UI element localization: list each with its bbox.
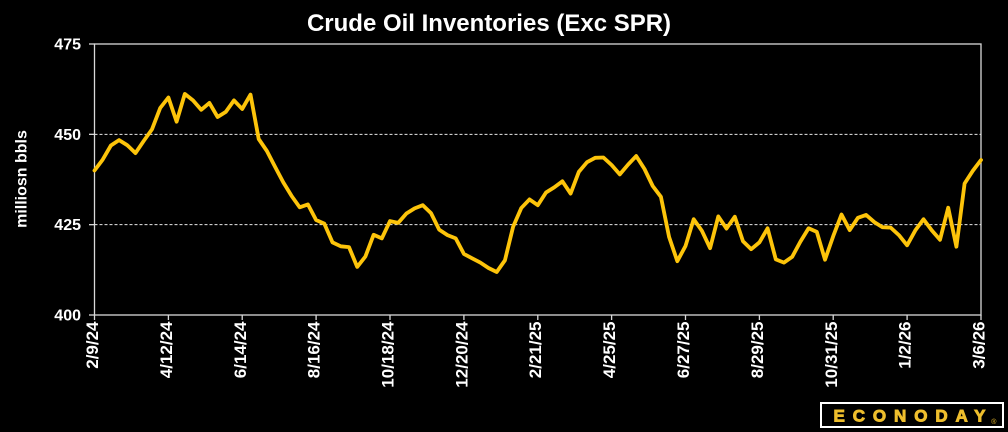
svg-text:475: 475 (54, 37, 81, 54)
svg-text:1/2/26: 1/2/26 (896, 322, 915, 369)
svg-text:®: ® (991, 418, 997, 426)
svg-text:2/21/25: 2/21/25 (526, 322, 545, 379)
svg-text:ECONODAY: ECONODAY (834, 407, 994, 426)
svg-text:4/12/24: 4/12/24 (157, 321, 176, 378)
svg-text:8/29/25: 8/29/25 (748, 322, 767, 379)
svg-text:10/18/24: 10/18/24 (379, 321, 398, 388)
svg-text:4/25/25: 4/25/25 (600, 322, 619, 379)
svg-text:2/9/24: 2/9/24 (83, 321, 102, 369)
svg-text:400: 400 (54, 308, 81, 325)
svg-text:Crude Oil Inventories (Exc SPR: Crude Oil Inventories (Exc SPR) (307, 10, 671, 37)
svg-text:10/31/25: 10/31/25 (822, 322, 841, 388)
svg-text:6/27/25: 6/27/25 (674, 322, 693, 379)
svg-text:milliosn bbls: milliosn bbls (14, 130, 31, 228)
svg-text:12/20/24: 12/20/24 (452, 321, 471, 388)
svg-text:6/14/24: 6/14/24 (231, 321, 250, 378)
svg-text:3/6/26: 3/6/26 (970, 322, 989, 369)
svg-text:450: 450 (54, 127, 81, 144)
svg-text:8/16/24: 8/16/24 (305, 321, 324, 378)
svg-text:425: 425 (54, 217, 81, 234)
